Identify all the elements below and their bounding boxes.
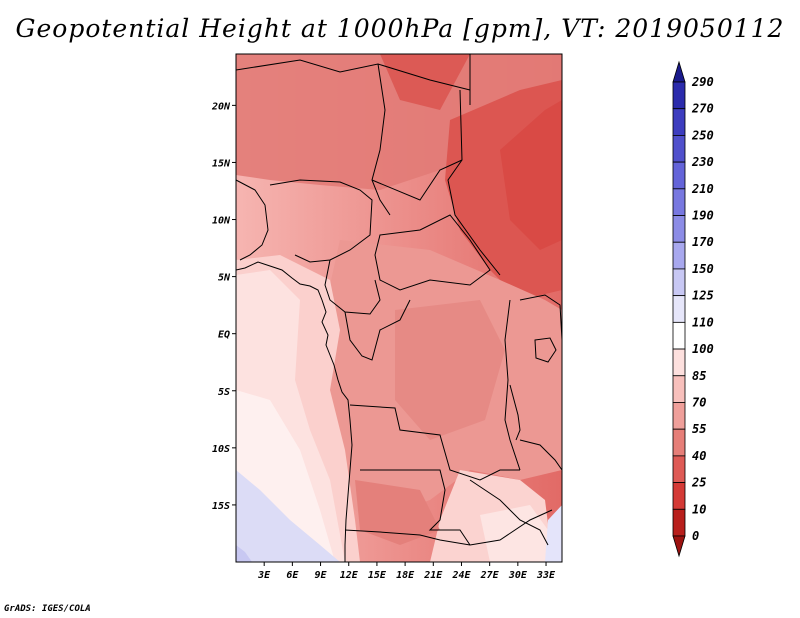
y-tick-label: 20N [211,101,231,112]
colorbar-top-triangle [672,60,686,83]
colorbar-label: 55 [692,422,706,436]
colorbar-cell [672,455,686,483]
x-tick-label: 12E [340,570,359,581]
x-axis: 3E 6E 9E 12E 15E 18E 21E 24E 27E 30E 33E [257,562,556,581]
x-tick-label: 6E [286,570,299,581]
colorbar-cell [672,215,686,243]
colorbar-cell [672,188,686,216]
colorbar-label: 125 [692,289,714,303]
colorbar-label: 40 [692,449,706,463]
blue-corner [236,470,340,562]
map-frame [235,53,563,563]
colorbar-cell [672,428,686,457]
border-nigeria [269,179,373,263]
colorbar-label: 150 [692,262,714,276]
colorbar-cell [672,348,686,377]
border-sudan [447,89,501,276]
x-tick-label: 15E [368,570,387,581]
x-tick-label: 30E [508,570,528,581]
x-tick-label: 24E [451,570,471,581]
x-tick-label: 18E [396,570,415,581]
borders [236,54,562,562]
colorbar-cell [672,241,686,270]
y-tick-label: 10N [212,216,231,227]
colorbar-label: 0 [692,529,699,543]
border-north-1 [236,59,471,91]
border-eastafrica [519,294,562,341]
colorbar-cell [672,81,686,110]
colorbar-label: 25 [691,476,706,490]
y-tick-label: 5S [218,387,230,398]
lake-tanganyika [509,384,521,441]
y-tick-label: EQ [218,330,230,341]
colorbar-cell [672,268,686,297]
map-title: Geopotential Height at 1000hPa [gpm], VT… [15,14,785,43]
y-tick-label: 15N [212,158,231,169]
colorbar-label: 10 [692,502,706,516]
east-core [500,100,562,250]
colorbar-cell [672,321,686,350]
colorbar-cell [672,108,686,136]
colorbar-label: 230 [691,155,714,169]
border-south [344,509,553,546]
colorbar-bottom-triangle [672,535,686,558]
blue-corner-deep [236,545,252,562]
y-axis: 20N 15N 10N 5N EQ 5S 10S 15S [211,101,236,512]
colorbar-label: 100 [692,342,714,356]
coastline-west [236,261,353,562]
colorbar-label: 270 [691,102,714,116]
border-westafrica [236,179,269,261]
border-congo [344,299,411,361]
border-drc-south [349,404,520,481]
colorbar: 2902702502302101901701501251101008570554… [672,60,714,558]
colorbar-label: 110 [692,315,714,329]
colorbar-label: 290 [691,75,714,89]
colorbar-cell [672,161,686,190]
y-tick-label: 10S [212,444,230,455]
colorbar-label: 250 [691,128,714,142]
shaded-field [236,54,562,562]
colorbar-cell [672,295,686,323]
border-tanzania [519,439,562,471]
se-blue [545,505,562,562]
credit-label: GrADS: IGES/COLA [4,604,91,614]
colorbar-cell [672,482,686,510]
border-drc-east [504,299,521,471]
colorbar-cell [672,402,686,430]
colorbar-cell [672,375,686,403]
congo-mid [395,300,505,440]
x-tick-label: 21E [423,570,443,581]
colorbar-cell [672,135,686,163]
y-tick-label: 15S [212,501,230,512]
border-chad-car [371,159,463,201]
border-car [374,214,491,291]
x-tick-label: 33E [536,570,556,581]
north-top-patch [380,54,470,110]
x-tick-label: 3E [257,570,271,581]
x-tick-label: 9E [315,570,328,581]
colorbar-label: 170 [692,235,714,249]
lake-victoria [534,337,557,363]
colorbar-label: 210 [691,182,714,196]
colorbar-label: 70 [692,395,706,409]
colorbar-cell [672,508,686,537]
border-angola [360,469,471,546]
border-zambia [469,479,549,546]
angola-patch [355,480,440,545]
colorbar-label: 85 [692,369,706,383]
y-tick-label: 5N [218,273,231,284]
border-north-2 [371,63,391,216]
x-tick-label: 27E [480,570,500,581]
colorbar-label: 190 [692,209,714,223]
